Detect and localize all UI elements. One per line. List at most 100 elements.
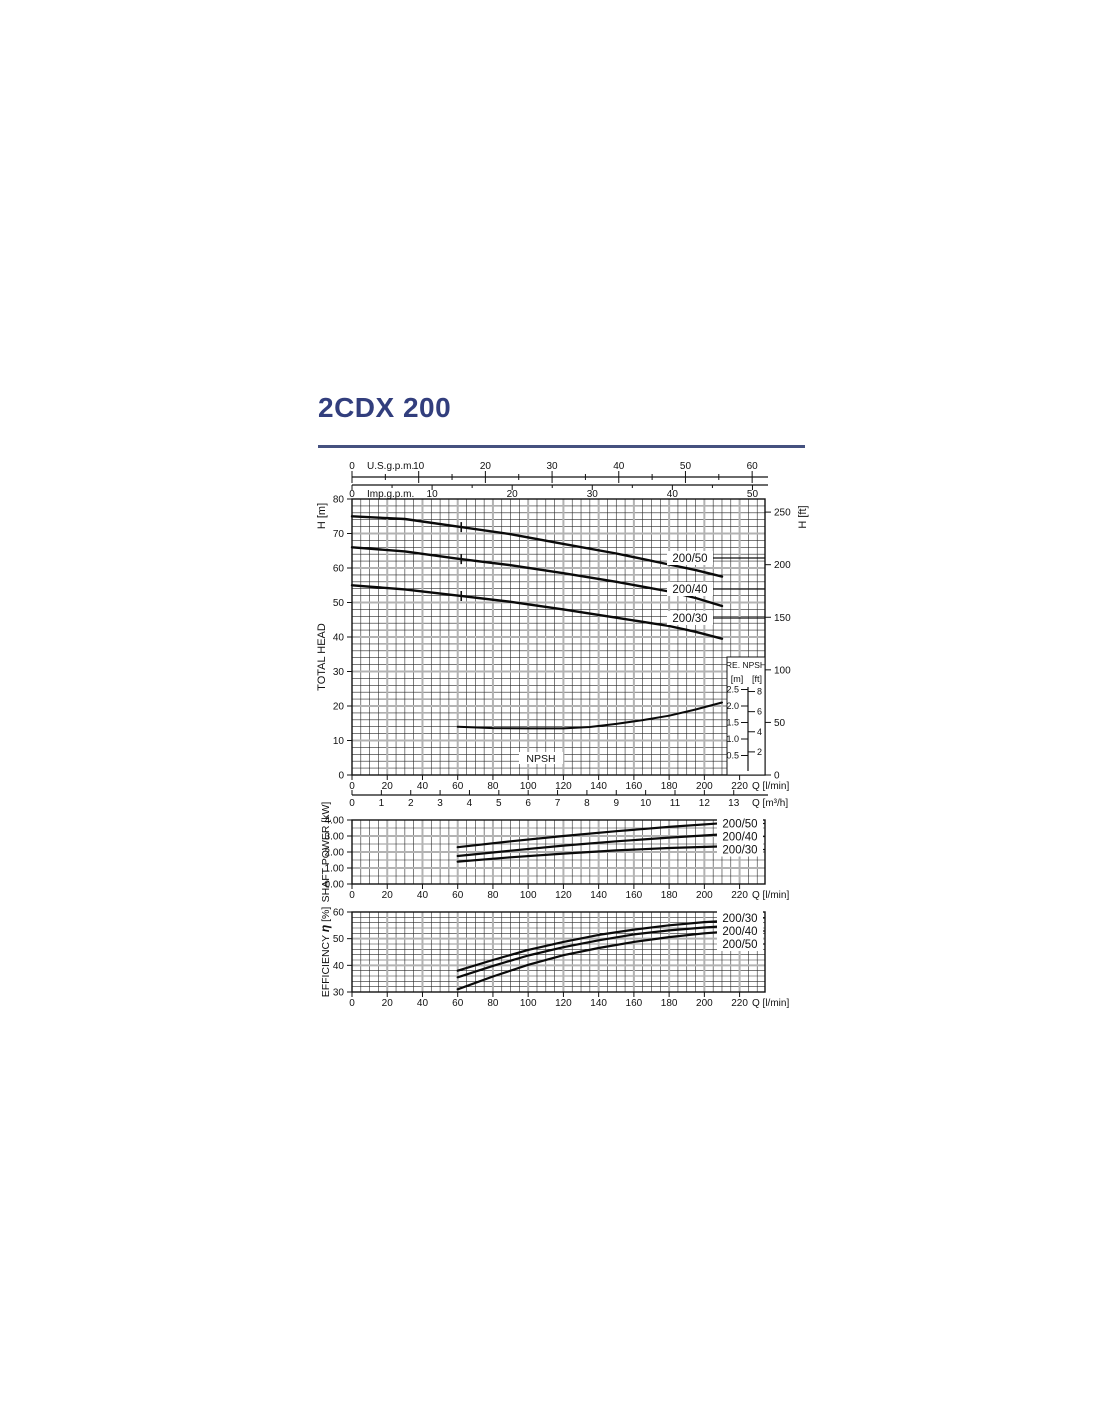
svg-text:20: 20 bbox=[480, 461, 492, 472]
svg-text:NPSH: NPSH bbox=[526, 753, 555, 765]
svg-text:0: 0 bbox=[349, 890, 355, 901]
svg-text:200: 200 bbox=[696, 781, 713, 792]
svg-text:0.5: 0.5 bbox=[726, 751, 739, 761]
svg-text:6: 6 bbox=[757, 707, 762, 717]
svg-text:200/40: 200/40 bbox=[722, 832, 757, 844]
svg-text:40: 40 bbox=[417, 890, 429, 901]
svg-text:0: 0 bbox=[349, 798, 355, 809]
svg-text:1.0: 1.0 bbox=[726, 734, 739, 744]
svg-text:[m]: [m] bbox=[731, 674, 744, 684]
svg-text:3.00: 3.00 bbox=[325, 832, 345, 843]
svg-text:160: 160 bbox=[626, 890, 643, 901]
svg-text:80: 80 bbox=[487, 890, 499, 901]
svg-text:0: 0 bbox=[349, 781, 355, 792]
svg-text:10: 10 bbox=[413, 461, 425, 472]
svg-text:40: 40 bbox=[667, 489, 679, 500]
svg-text:50: 50 bbox=[333, 934, 345, 945]
svg-text:13: 13 bbox=[728, 798, 740, 809]
svg-text:0: 0 bbox=[349, 461, 355, 472]
svg-text:120: 120 bbox=[555, 890, 572, 901]
svg-text:200/50: 200/50 bbox=[722, 819, 757, 831]
svg-text:100: 100 bbox=[520, 890, 537, 901]
svg-text:250: 250 bbox=[774, 508, 791, 519]
svg-text:9: 9 bbox=[613, 798, 619, 809]
svg-text:60: 60 bbox=[333, 908, 345, 919]
svg-text:Q [l/min]: Q [l/min] bbox=[752, 890, 789, 901]
svg-text:Q [l/min]: Q [l/min] bbox=[752, 998, 789, 1009]
svg-text:80: 80 bbox=[487, 781, 499, 792]
svg-text:40: 40 bbox=[333, 961, 345, 972]
svg-text:40: 40 bbox=[417, 998, 429, 1009]
svg-text:160: 160 bbox=[626, 998, 643, 1009]
svg-text:200/30: 200/30 bbox=[672, 613, 707, 625]
svg-text:11: 11 bbox=[670, 798, 681, 809]
svg-text:140: 140 bbox=[590, 890, 607, 901]
svg-text:120: 120 bbox=[555, 998, 572, 1009]
svg-text:RE. NPSH: RE. NPSH bbox=[726, 660, 766, 670]
svg-text:30: 30 bbox=[587, 489, 599, 500]
svg-text:2: 2 bbox=[408, 798, 414, 809]
svg-text:H [m]: H [m] bbox=[316, 503, 328, 529]
svg-text:220: 220 bbox=[731, 781, 748, 792]
svg-text:0: 0 bbox=[338, 771, 344, 782]
svg-text:0: 0 bbox=[774, 771, 780, 782]
svg-text:100: 100 bbox=[774, 665, 791, 676]
svg-text:140: 140 bbox=[590, 781, 607, 792]
svg-text:200/50: 200/50 bbox=[722, 939, 757, 951]
svg-text:60: 60 bbox=[452, 890, 464, 901]
svg-text:7: 7 bbox=[555, 798, 561, 809]
svg-text:20: 20 bbox=[382, 781, 394, 792]
svg-text:50: 50 bbox=[333, 598, 345, 609]
page-title: 2CDX 200 bbox=[318, 392, 452, 423]
svg-text:H [ft]: H [ft] bbox=[797, 505, 809, 528]
svg-text:40: 40 bbox=[613, 461, 625, 472]
svg-text:2.00: 2.00 bbox=[325, 848, 345, 859]
svg-text:2.0: 2.0 bbox=[726, 701, 739, 711]
svg-text:220: 220 bbox=[731, 998, 748, 1009]
svg-text:120: 120 bbox=[555, 781, 572, 792]
svg-text:2: 2 bbox=[757, 747, 762, 757]
svg-text:200/40: 200/40 bbox=[672, 584, 707, 596]
svg-text:EFFICIENCY η [%]: EFFICIENCY η [%] bbox=[318, 907, 332, 998]
svg-text:SHAFT POWER [kW]: SHAFT POWER [kW] bbox=[320, 802, 332, 903]
svg-text:220: 220 bbox=[731, 890, 748, 901]
title-rule bbox=[318, 445, 805, 448]
svg-text:10: 10 bbox=[427, 489, 439, 500]
svg-text:50: 50 bbox=[680, 461, 692, 472]
svg-text:0.00: 0.00 bbox=[325, 880, 345, 891]
svg-text:200/30: 200/30 bbox=[722, 845, 757, 857]
svg-text:0: 0 bbox=[349, 998, 355, 1009]
svg-text:200/40: 200/40 bbox=[722, 926, 757, 938]
svg-text:4: 4 bbox=[467, 798, 473, 809]
svg-text:[ft]: [ft] bbox=[752, 674, 762, 684]
svg-text:60: 60 bbox=[333, 564, 345, 575]
svg-text:200: 200 bbox=[696, 890, 713, 901]
svg-text:180: 180 bbox=[661, 781, 678, 792]
svg-text:80: 80 bbox=[487, 998, 499, 1009]
svg-text:200: 200 bbox=[696, 998, 713, 1009]
svg-text:1.00: 1.00 bbox=[325, 864, 345, 875]
svg-text:0: 0 bbox=[349, 489, 355, 500]
svg-text:20: 20 bbox=[333, 702, 345, 713]
svg-text:20: 20 bbox=[382, 890, 394, 901]
svg-text:60: 60 bbox=[452, 998, 464, 1009]
svg-text:5: 5 bbox=[496, 798, 502, 809]
svg-text:50: 50 bbox=[774, 718, 786, 729]
svg-text:40: 40 bbox=[417, 781, 429, 792]
svg-text:160: 160 bbox=[626, 781, 643, 792]
svg-text:100: 100 bbox=[520, 781, 537, 792]
svg-text:100: 100 bbox=[520, 998, 537, 1009]
svg-text:60: 60 bbox=[452, 781, 464, 792]
svg-text:200/30: 200/30 bbox=[722, 913, 757, 925]
svg-text:Q [m³/h]: Q [m³/h] bbox=[752, 798, 788, 809]
svg-text:200: 200 bbox=[774, 560, 791, 571]
svg-text:TOTAL HEAD: TOTAL HEAD bbox=[316, 623, 328, 691]
svg-text:2.5: 2.5 bbox=[726, 685, 739, 695]
svg-text:Imp.g.p.m.: Imp.g.p.m. bbox=[367, 489, 414, 500]
svg-text:150: 150 bbox=[774, 613, 791, 624]
svg-text:1.5: 1.5 bbox=[726, 718, 739, 728]
svg-text:12: 12 bbox=[699, 798, 711, 809]
